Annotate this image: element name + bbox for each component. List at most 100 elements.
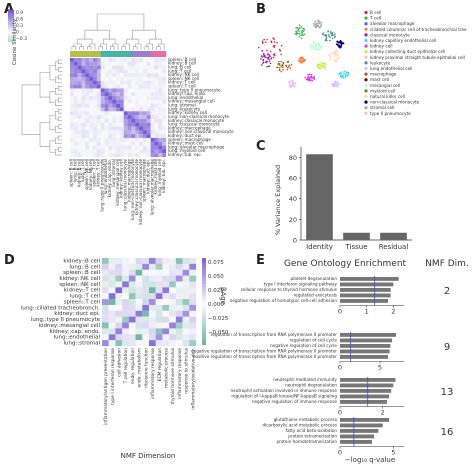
panel-d-cbar-cell (202, 258, 206, 261)
panel-a-heatmap-cell (131, 73, 136, 78)
panel-d-heatmap-cell (122, 322, 129, 329)
panel-a-heatmap-cell (127, 134, 132, 139)
panel-b-umap-point (319, 22, 321, 24)
panel-a-heatmap-cell (96, 137, 101, 142)
panel-a-heatmap-cell (135, 77, 140, 81)
panel-e-bar (340, 293, 391, 298)
panel-a-heatmap-cell (123, 122, 128, 127)
panel-a-heatmap-cell (127, 118, 132, 123)
panel-d-cbar-cell (202, 310, 206, 314)
panel-a-heatmap-cell (146, 77, 151, 81)
panel-a-heatmap-cell (150, 103, 155, 108)
panel-b-umap-point (330, 34, 333, 37)
panel-a-heatmap-cell (112, 73, 117, 78)
panel-b-umap-point (319, 48, 322, 50)
panel-a-heatmap-cell (89, 145, 94, 150)
panel-a-heatmap-cell (85, 107, 90, 112)
panel-b-umap-point (286, 68, 289, 71)
panel-a-heatmap-cell (70, 61, 74, 66)
panel-d-heatmap-cell (128, 322, 136, 329)
panel-a-heatmap-cell (127, 141, 132, 146)
panel-a-heatmap-cell (108, 107, 113, 112)
panel-d-heatmap-cell (142, 316, 150, 323)
panel-b-umap-point (281, 63, 284, 66)
panel-d-heatmap-cell (128, 328, 136, 335)
panel-a-heatmap-cell (116, 65, 121, 70)
panel-a-heatmap-cell (119, 137, 124, 142)
panel-a-heatmap-cell (73, 107, 78, 112)
panel-a-cbar-cell (8, 38, 14, 41)
panel-a-heatmap-cell (73, 137, 78, 142)
panel-b-umap-point (307, 78, 309, 80)
panel-a-heatmap-cell (85, 84, 90, 89)
panel-a-heatmap-cell (139, 145, 144, 150)
panel-b-umap-point (313, 25, 315, 27)
panel-a-dendrogram-link (39, 121, 50, 147)
panel-a-heatmap-cell (146, 69, 151, 74)
panel-a-cbar-tick: 0.6 (16, 17, 23, 23)
panel-e-bar (340, 429, 379, 433)
panel-a-col-label: spleen::B cell (69, 159, 74, 187)
panel-d-heatmap-cell (135, 287, 143, 294)
panel-d-heatmap-cell (108, 281, 116, 288)
panel-a-heatmap-cell (77, 65, 82, 70)
panel-a-heatmap-cell (154, 96, 159, 100)
panel-a-cbar-cell (8, 18, 14, 20)
panel-e-go-enrichment: Gene Ontology Enrichment NMF Dim. platel… (191, 259, 469, 464)
panel-a-heatmap-cell (142, 137, 147, 142)
panel-a-heatmap-cell (81, 103, 86, 108)
panel-d-heatmap-cell (108, 316, 116, 323)
panel-a-heatmap-cell (73, 92, 78, 97)
panel-a-heatmap-cell (123, 145, 128, 150)
panel-a-dendrogram-link (58, 59, 62, 65)
panel-a-heatmap-cell (119, 122, 124, 127)
panel-b-umap-point (310, 47, 312, 50)
panel-a-heatmap-cell (104, 137, 109, 142)
panel-d-heatmap-cell (162, 263, 170, 270)
panel-a-col-label: lung::myeloid cell (157, 159, 162, 196)
panel-a-heatmap-cell (162, 99, 167, 104)
panel-a-heatmap-cell (119, 58, 124, 62)
panel-a-heatmap-cell (127, 111, 132, 116)
panel-b-umap-point (335, 60, 338, 63)
panel-a-heatmap-cell (89, 99, 94, 104)
panel-b-umap-point (321, 66, 324, 69)
panel-a-heatmap-cell (112, 65, 117, 70)
panel-d-cbar-cell (202, 292, 206, 296)
panel-a-dendrogram-link (55, 61, 59, 70)
panel-a-heatmap-cell (131, 88, 136, 93)
panel-a-col-label: kidney::T cell (96, 159, 101, 187)
panel-d-col-label: inflammatory response (177, 348, 183, 399)
panel-a-tissue-strip-cell (150, 51, 155, 57)
panel-a-heatmap-cell (89, 84, 94, 89)
panel-a-heatmap-cell (108, 122, 113, 127)
panel-d-row-label: kidney::duct epi. (54, 311, 100, 317)
panel-a-heatmap-cell (70, 122, 74, 127)
panel-a-heatmap-cell (116, 149, 121, 154)
panel-a-heatmap-cell (127, 77, 132, 81)
panel-a-heatmap-cell (104, 107, 109, 112)
panel-a-heatmap-cell (116, 111, 121, 116)
panel-e-term-label: neutrophil activation involved in immune… (230, 388, 337, 393)
panel-a-heatmap-cell (108, 58, 113, 62)
panel-d-col-label: ribosome function (143, 348, 149, 388)
panel-a-heatmap-cell (146, 141, 151, 146)
panel-d-heatmap-cell (128, 334, 136, 341)
panel-a-heatmap-cell (154, 99, 159, 104)
panel-a-heatmap-cell (89, 107, 94, 112)
panel-d-row-label: spleen::T cell (64, 299, 101, 305)
panel-b-umap-point (322, 32, 325, 34)
panel-b-legend-swatch (364, 33, 368, 37)
panel-a-heatmap-cell (93, 130, 97, 135)
panel-a-heatmap-cell (139, 88, 144, 93)
panel-b-legend-label: type II pneumocyte (370, 111, 411, 116)
panel-a-row-label: kidney::kidney cell (168, 110, 207, 115)
panel-a-heatmap-cell (142, 145, 147, 150)
panel-d-cbar-cell (202, 316, 206, 319)
panel-e-term-label: positive regulation of transcription fro… (193, 354, 337, 359)
panel-a-dendrogram-link (55, 88, 62, 95)
panel-a-heatmap-cell (77, 61, 82, 66)
panel-b-umap-point (342, 42, 345, 45)
panel-a-heatmap-cell (150, 73, 155, 78)
